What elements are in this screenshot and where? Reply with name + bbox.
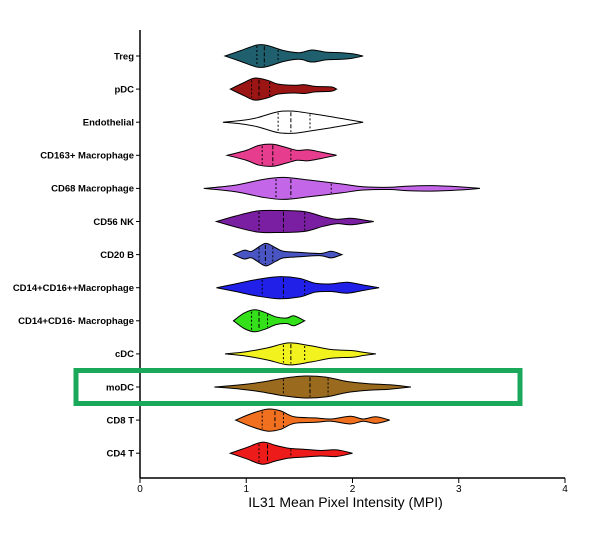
violin-pdc [229,77,338,101]
y-tick-label-cd56-nk: CD56 NK [93,217,134,228]
x-tick-label-4: 4 [562,484,568,495]
y-tick-label-cd68-macrophage: CD68 Macrophage [51,184,134,195]
violin-body-cd68-macrophage [203,176,481,200]
violin-body-treg [223,44,364,68]
violin-series-group [203,44,481,465]
y-tick-label-cd14-cd16-macrophage: CD14+CD16++Macrophage [13,283,134,294]
y-tick-label-pdc: pDC [114,84,134,95]
violin-body-cd56-nk [214,209,374,234]
violin-cd14-cd16-macrophage [232,309,306,333]
x-tick-label-1: 1 [243,484,249,495]
violin-body-cdc [224,342,376,366]
highlight-layer [73,368,523,406]
x-axis-title: IL31 Mean Pixel Intensity (MPI) [248,494,443,510]
y-tick-label-endothelial: Endothelial [83,118,134,129]
violin-body-cd14-cd16-macrophage [232,309,306,333]
violin-cd163-macrophage [225,143,337,167]
violin-cd68-macrophage [203,176,481,200]
x-axis: 0 1 2 3 4 [137,477,568,495]
y-tick-label-modc: moDC [106,382,134,393]
violin-treg [223,44,364,68]
y-tick-label-cd8-t: CD8 T [107,415,135,426]
violin-body-cd20-b [232,242,344,267]
violin-body-cd14-cd16-macrophage [216,276,380,300]
violin-cd14-cd16-macrophage [216,276,380,300]
violin-body-pdc [229,77,338,101]
y-axis: Treg pDC Endothelial CD163+ Macrophage CD68 … [13,30,141,478]
y-tick-label-cd163-macrophage: CD163+ Macrophage [40,151,134,162]
violin-cd56-nk [214,209,374,234]
violin-body-cd8-t [234,408,390,432]
y-tick-label-cd20-b: CD20 B [100,250,134,261]
y-tick-label-cdc: cDC [115,349,134,360]
x-tick-label-0: 0 [137,484,143,495]
violin-modc [214,375,411,399]
violin-body-endothelial [222,110,364,134]
x-tick-label-2: 2 [350,484,356,495]
violin-cd4-t [228,441,353,465]
violin-body-cd4-t [228,441,353,465]
violin-body-cd163-macrophage [225,143,337,167]
violin-body-modc [214,375,411,399]
violin-cd20-b [232,242,344,267]
violin-cdc [224,342,376,366]
y-tick-label-cd4-t: CD4 T [107,449,135,460]
y-tick-label-cd14-cd16-macrophage: CD14+CD16- Macrophage [18,316,134,327]
x-tick-label-3: 3 [456,484,462,495]
highlight-box-modc [73,368,523,406]
violin-endothelial [222,110,364,134]
violin-cd8-t [234,408,390,432]
y-tick-label-treg: Treg [114,51,134,62]
